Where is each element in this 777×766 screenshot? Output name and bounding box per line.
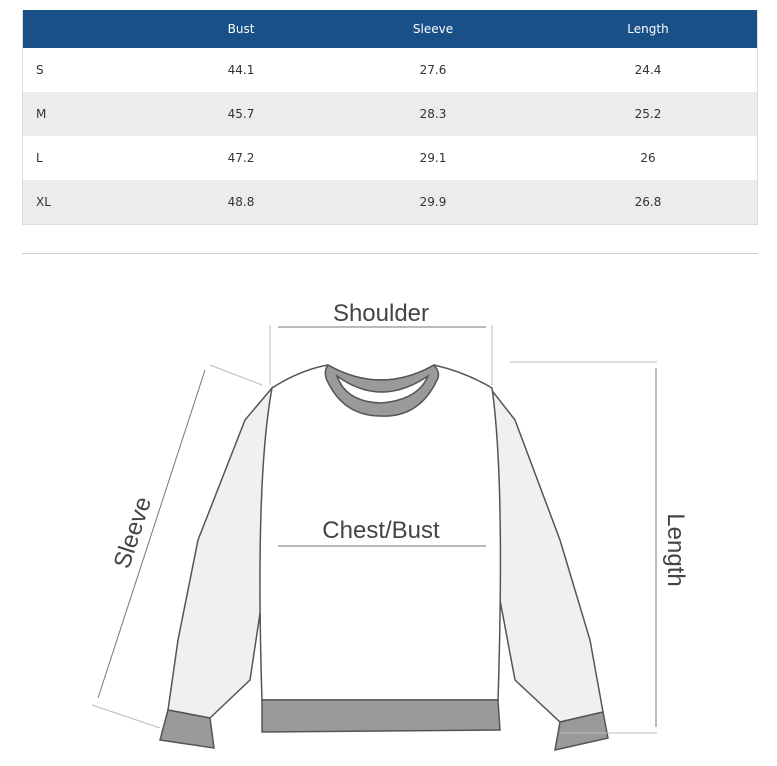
length-cell: 25.2 <box>634 107 662 121</box>
bust-cell: 48.8 <box>227 195 255 209</box>
collar <box>324 364 440 417</box>
left-cuff <box>159 709 215 749</box>
header-length: Length <box>627 22 669 36</box>
size-cell: S <box>36 63 44 77</box>
table-row: M 45.7 28.3 25.2 <box>23 92 757 136</box>
length-label: Length <box>662 513 689 586</box>
table-row: L 47.2 29.1 26 <box>23 136 757 180</box>
sleeve-cell: 28.3 <box>419 107 447 121</box>
size-chart-table: Bust Sleeve Length S 44.1 27.6 24.4 M 45… <box>22 10 758 225</box>
right-sleeve <box>489 385 604 723</box>
chest-label: Chest/Bust <box>322 517 440 544</box>
size-cell: M <box>36 107 47 121</box>
length-cell: 24.4 <box>634 63 662 77</box>
divider <box>22 253 758 254</box>
bust-cell: 44.1 <box>227 63 255 77</box>
shoulder-label: Shoulder <box>333 300 429 327</box>
length-cell: 26.8 <box>634 195 662 209</box>
left-sleeve <box>167 385 273 719</box>
sleeve-label: Sleeve <box>109 494 157 572</box>
hem-band <box>261 699 501 733</box>
table-row: S 44.1 27.6 24.4 <box>23 48 757 92</box>
sleeve-cell: 29.1 <box>419 151 447 165</box>
bust-cell: 45.7 <box>227 107 255 121</box>
header-sleeve: Sleeve <box>412 22 454 36</box>
size-cell: XL <box>36 195 51 209</box>
sleeve-cell: 29.9 <box>419 195 447 209</box>
header-bust: Bust <box>227 22 255 36</box>
bust-cell: 47.2 <box>227 151 255 165</box>
length-cell: 26 <box>640 151 656 165</box>
table-header: Bust Sleeve Length <box>23 10 757 48</box>
table-row: XL 48.8 29.9 26.8 <box>23 180 757 224</box>
size-cell: L <box>36 151 43 165</box>
sleeve-cell: 27.6 <box>419 63 447 77</box>
right-cuff <box>554 711 609 751</box>
